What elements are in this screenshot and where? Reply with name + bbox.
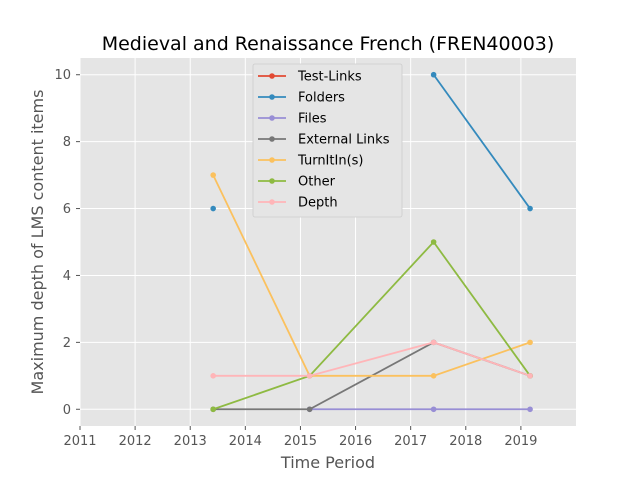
legend-item-test-links: Test-Links [258,70,362,85]
data-point [527,406,533,413]
y-tick-labels: 0 2 4 6 8 10 [54,68,80,418]
x-tick-label: 2016 [339,434,372,449]
legend-label: Test-Links [297,70,362,85]
data-point [210,205,216,212]
data-point [430,71,437,78]
series-folders [210,71,533,212]
y-tick-label: 0 [63,403,71,418]
data-point [210,172,216,178]
series-line [213,341,531,377]
series-depth [210,339,533,379]
data-point [430,239,437,245]
legend-label: Other [298,175,336,190]
legend-label: External Links [298,133,390,148]
y-tick-label: 10 [54,68,71,83]
y-axis-label: Maximum depth of LMS content items [28,90,47,395]
data-point [430,373,437,379]
x-tick-label: 2013 [174,434,207,449]
legend-box [252,63,403,218]
legend-item-external-links: External Links [258,133,390,148]
x-tick-label: 2019 [504,434,537,449]
legend-item-files: Files [258,112,327,127]
x-tick-label: 2017 [394,434,427,449]
legend-item-folders: Folders [258,91,345,106]
legend-label: Files [298,112,327,127]
y-tick-label: 4 [63,269,71,284]
series-layer [210,71,533,413]
legend-label: Depth [298,196,338,211]
legend-swatch-marker [269,94,275,100]
data-point [306,406,313,413]
x-tick-label: 2015 [284,434,317,449]
x-tick-label: 2014 [229,434,262,449]
data-point [430,406,437,413]
x-axis-label: Time Period [280,453,375,472]
legend-label: TurnItIn(s) [297,154,363,169]
legend-swatch-marker [269,136,275,142]
data-point [430,339,437,346]
legend: Test-Links Folders Files External Links Turn… [252,63,403,218]
legend-swatch-marker [269,115,275,121]
data-point [306,373,313,379]
x-tick-label: 2018 [449,434,482,449]
legend-item-turnitin-s: TurnItIn(s) [258,154,363,169]
data-point [210,373,216,379]
legend-item-depth: Depth [258,196,338,211]
series-line [212,240,531,411]
series-line [432,74,531,210]
chart-title: Medieval and Renaissance French (FREN400… [102,33,555,55]
data-point [210,406,216,413]
legend-swatch-marker [269,157,275,163]
data-point [527,205,533,212]
legend-swatch-marker [269,178,275,184]
legend-label: Folders [298,91,345,106]
legend-swatch-marker [269,199,275,205]
data-point [527,373,533,379]
y-tick-label: 2 [63,336,71,351]
data-point [527,339,533,346]
y-tick-label: 8 [63,135,71,150]
legend-swatch-marker [269,73,275,79]
x-tick-labels: 2011 2012 2013 2014 2015 2016 2017 2018 2019 [63,426,537,449]
legend-item-other: Other [258,175,336,190]
x-tick-label: 2012 [119,434,152,449]
x-tick-label: 2011 [63,434,96,449]
y-tick-label: 6 [63,202,71,217]
